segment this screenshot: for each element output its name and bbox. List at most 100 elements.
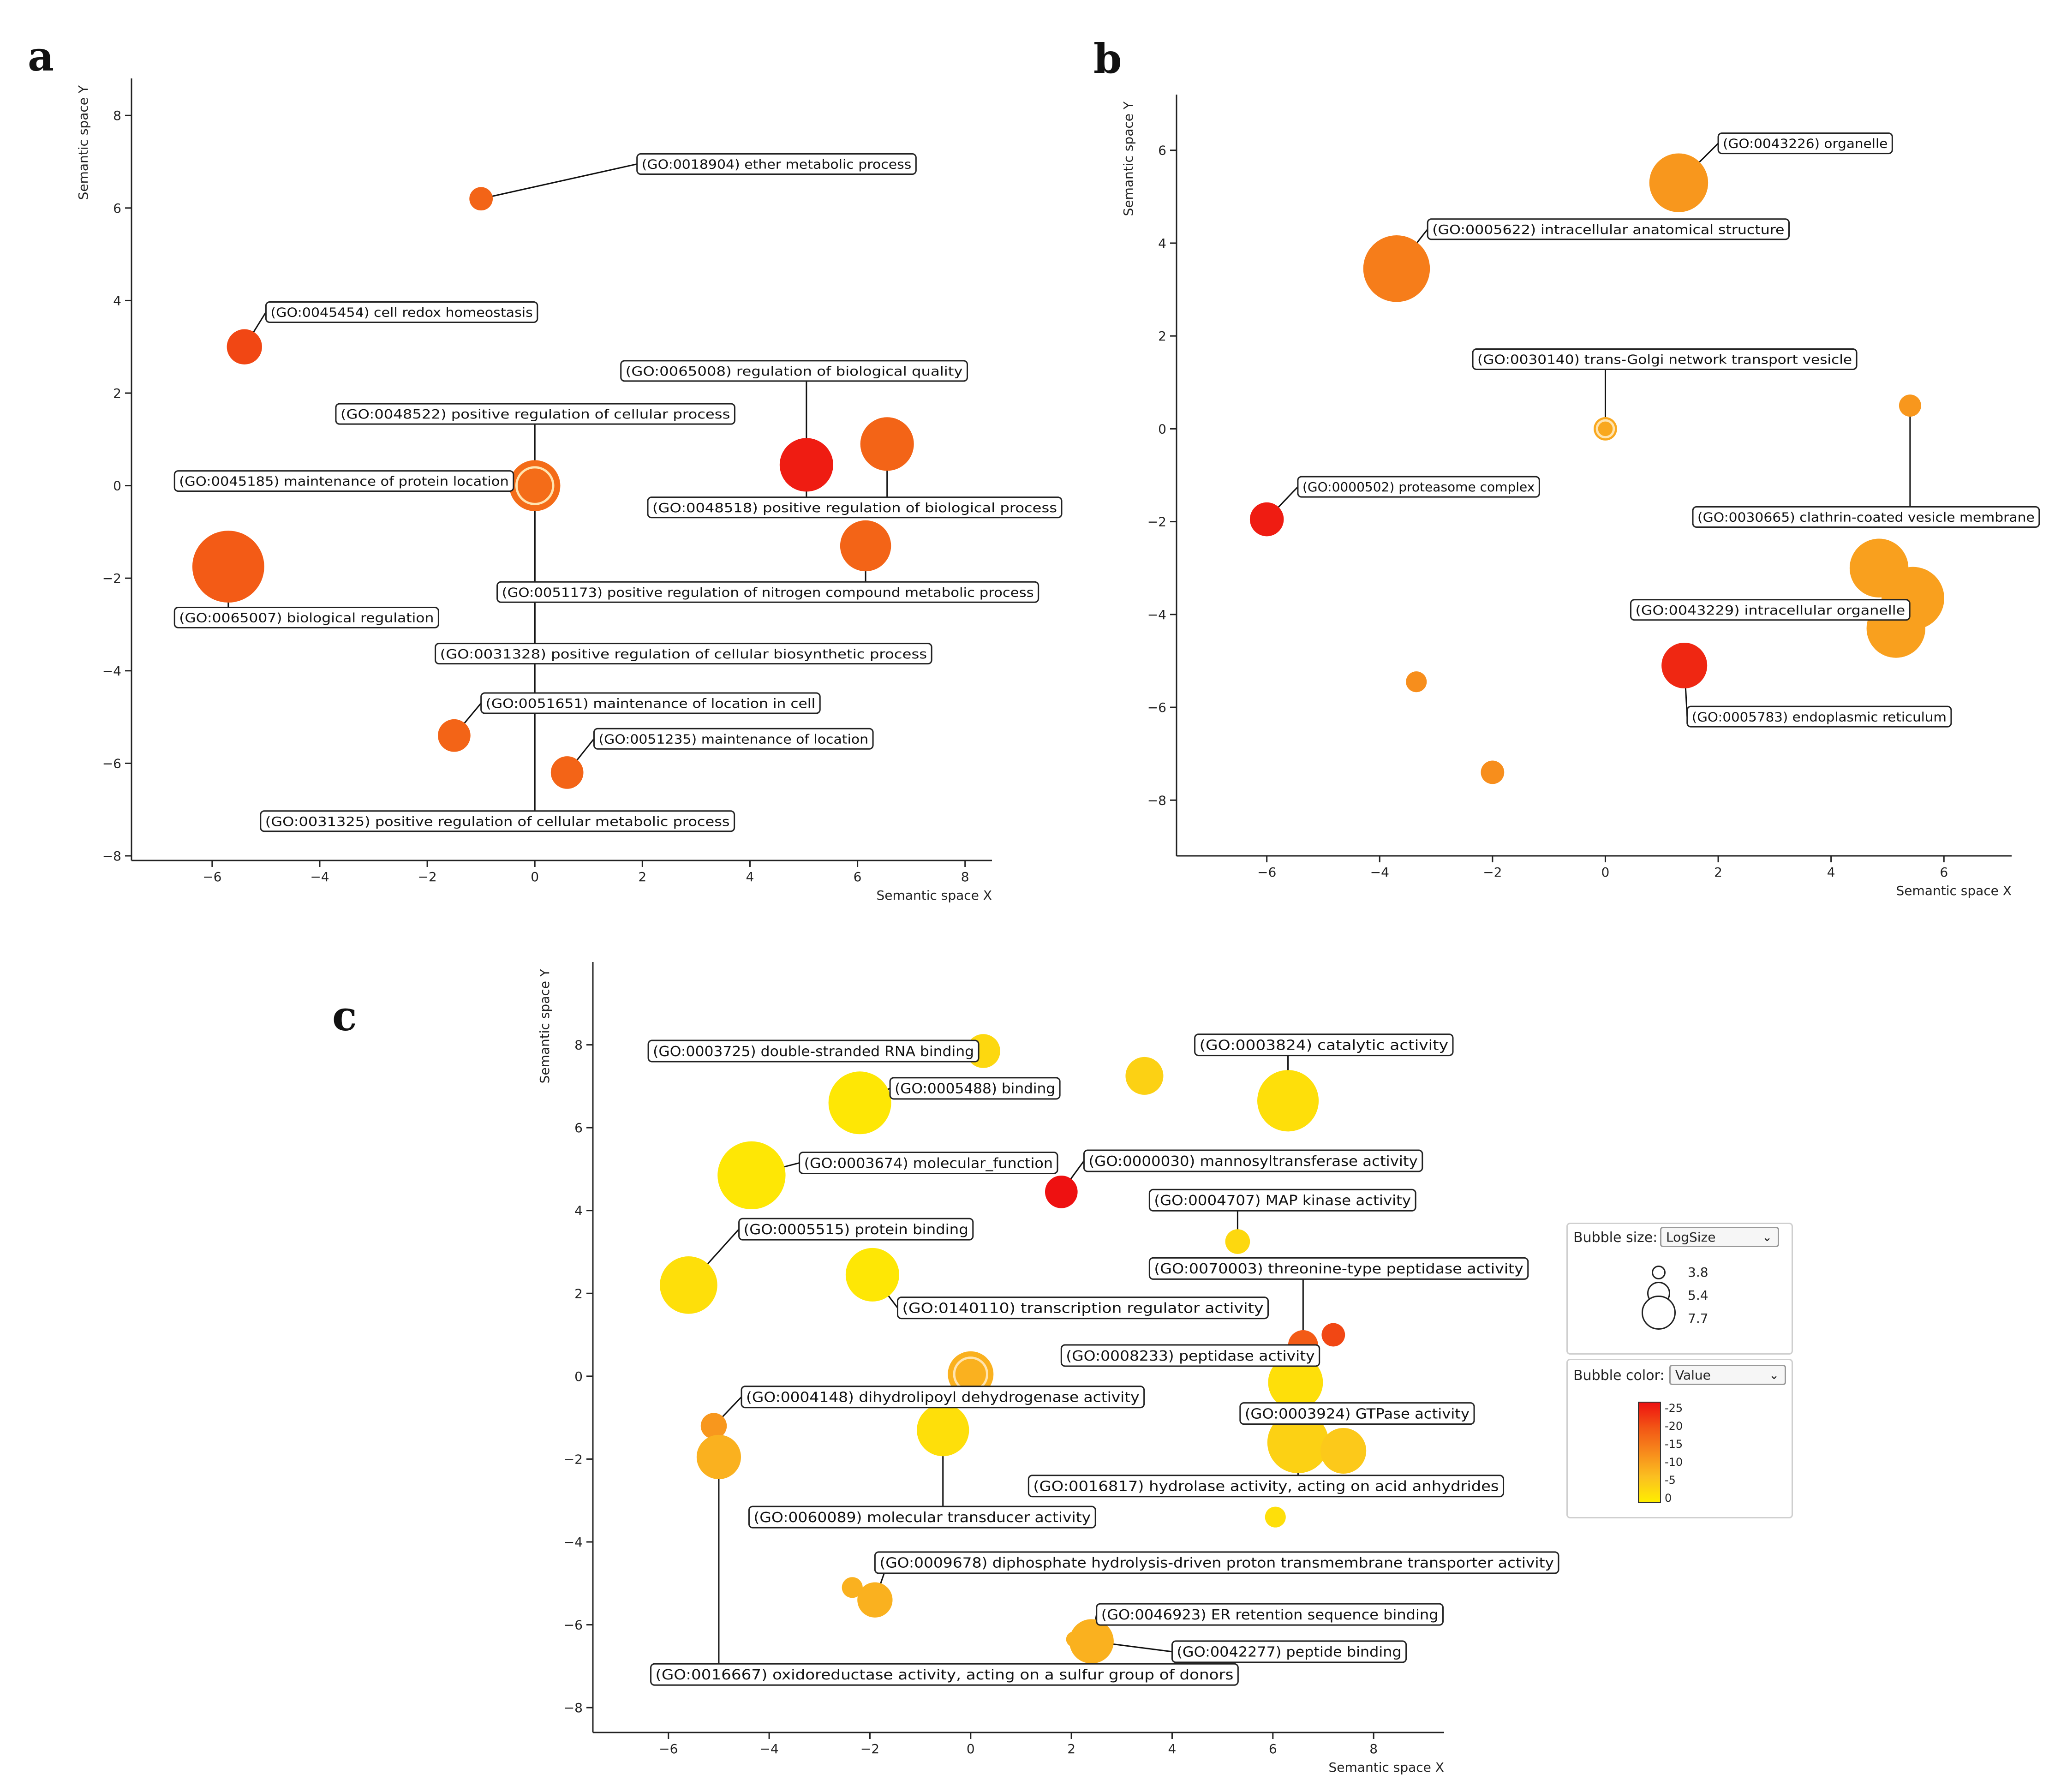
bubble-c[interactable] — [1257, 1070, 1319, 1132]
go-label-box — [1692, 506, 2040, 528]
y-axis-label-c: Semantic space Y — [537, 968, 552, 1083]
y-tick-label-a: 4 — [113, 293, 121, 308]
y-tick-label-a: 8 — [113, 108, 121, 123]
bubble-c[interactable] — [1066, 1631, 1082, 1647]
bubble-c[interactable] — [1045, 1175, 1078, 1208]
x-tick-label-c: 0 — [967, 1741, 975, 1756]
chart-c: −6 −4 −2 0 2 4 6 8 −8 −6 −4 −2 0 2 4 6 8 Semantic space X… — [537, 962, 1559, 1775]
bubble-a[interactable] — [840, 520, 891, 572]
bubble-b[interactable] — [1363, 235, 1430, 302]
go-label-box — [620, 360, 968, 382]
go-label-text: (GO:0005488) binding — [895, 1081, 1055, 1097]
go-label-box — [480, 692, 821, 714]
go-label-text: (GO:0005622) intracellular anatomical st… — [1432, 222, 1784, 237]
color-tick-0: 0 — [1665, 1492, 1672, 1505]
x-tick-label-a: −4 — [310, 869, 329, 884]
panel-letter-a: a — [28, 32, 54, 80]
color-scale-bar — [1638, 1402, 1661, 1503]
bubble-size-select[interactable]: LogSize ⌄ — [1660, 1227, 1779, 1247]
go-label-box — [1096, 1603, 1444, 1626]
bubble-b[interactable] — [1899, 394, 1921, 417]
go-label-text: (GO:0016817) hydrolase activity, acting … — [1033, 1479, 1499, 1495]
x-tick-label-b: −4 — [1370, 865, 1389, 880]
go-label-box — [173, 606, 439, 628]
bubble-c[interactable] — [842, 1577, 863, 1598]
bubble-c[interactable] — [917, 1404, 969, 1457]
y-tick-label-c: −6 — [564, 1618, 583, 1633]
x-tick-label-b: 6 — [1940, 865, 1948, 880]
y-tick-label-b: −8 — [1147, 793, 1166, 808]
go-labels-b: (GO:0043226) organelle (GO:0005622) intra… — [1297, 132, 2040, 728]
bubble-c[interactable] — [1267, 1411, 1329, 1474]
bubble-color-title: Bubble color: — [1573, 1368, 1665, 1384]
bubble-b[interactable] — [1406, 671, 1427, 693]
go-label-box — [1297, 476, 1540, 498]
go-label-box — [1083, 1149, 1423, 1172]
go-label-text: (GO:0051651) maintenance of location in … — [486, 696, 816, 711]
y-tick-label-b: 0 — [1158, 421, 1166, 436]
chart-b: −6 −4 −2 0 2 4 6 −8 −6 −4 −2 0 2 4 6 Semantic space X Se… — [1121, 95, 2040, 898]
x-tick-label-c: −2 — [860, 1741, 879, 1756]
bubble-c[interactable] — [700, 1413, 727, 1439]
color-tick-20: -20 — [1665, 1420, 1683, 1433]
go-label-box — [748, 1505, 1096, 1529]
go-label-text: (GO:0008233) peptidase activity — [1066, 1348, 1314, 1364]
bubble-c[interactable] — [1125, 1057, 1164, 1095]
y-tick-label-a: −6 — [102, 756, 121, 771]
bubble-b[interactable] — [1249, 502, 1284, 537]
x-tick-label-c: −6 — [659, 1741, 678, 1756]
x-tick-label-a: −2 — [418, 869, 436, 884]
bubble-a[interactable] — [227, 329, 262, 364]
go-label-text: (GO:0045185) maintenance of protein loca… — [179, 474, 509, 489]
x-tick-label-c: 2 — [1067, 1741, 1075, 1756]
x-tick-label-a: 0 — [531, 869, 539, 884]
go-label-text: (GO:0065007) biological regulation — [179, 610, 434, 626]
go-label-box — [435, 643, 932, 665]
bubble-a[interactable] — [469, 187, 493, 211]
x-tick-label-a: −6 — [203, 869, 221, 884]
bubble-a[interactable] — [779, 438, 833, 492]
bubble-c[interactable] — [857, 1582, 893, 1618]
go-label-text: (GO:0009678) diphosphate hydrolysis-driv… — [879, 1555, 1554, 1571]
y-tick-label-b: −2 — [1147, 514, 1166, 530]
bubble-a[interactable] — [192, 531, 264, 603]
y-tick-label-b: 6 — [1158, 143, 1166, 158]
bubble-c[interactable] — [1225, 1229, 1250, 1254]
y-tick-label-c: −2 — [564, 1452, 583, 1467]
bubble-c[interactable] — [1321, 1323, 1345, 1347]
bubble-highlight-ring-a — [515, 466, 555, 505]
bubble-c[interactable] — [1265, 1506, 1286, 1528]
go-label-box — [260, 810, 735, 832]
bubble-a[interactable] — [438, 719, 471, 752]
go-label-text: (GO:0043226) organelle — [1723, 136, 1888, 151]
bubble-c[interactable] — [1268, 1355, 1323, 1410]
go-label-box — [738, 1218, 974, 1241]
bubble-b[interactable] — [1661, 642, 1708, 689]
y-axis-label-a: Semantic space Y — [76, 85, 91, 200]
bubble-highlight-ring-b — [1595, 419, 1615, 439]
go-label-text: (GO:0042277) peptide binding — [1177, 1644, 1401, 1661]
bubble-c[interactable] — [828, 1071, 891, 1135]
go-label-box — [741, 1386, 1145, 1409]
bubble-c[interactable] — [1069, 1619, 1114, 1664]
bubble-a[interactable] — [860, 417, 914, 471]
bubble-color-select[interactable]: Value ⌄ — [1669, 1365, 1786, 1385]
bubble-a[interactable] — [550, 756, 584, 789]
go-label-text: (GO:0003824) catalytic activity — [1200, 1037, 1448, 1053]
bubble-c[interactable] — [1320, 1428, 1367, 1474]
bubble-c[interactable] — [660, 1256, 717, 1314]
go-label-box — [896, 1296, 1269, 1320]
go-label-text: (GO:0051235) maintenance of location — [598, 731, 868, 747]
go-labels-c: (GO:0003725) double-stranded RNA binding… — [647, 1033, 1559, 1686]
bubble-c[interactable] — [717, 1141, 786, 1210]
y-tick-label-a: −8 — [102, 848, 121, 864]
bubble-c[interactable] — [696, 1434, 741, 1480]
go-label-box — [647, 496, 1063, 519]
go-label-text: (GO:0060089) molecular transducer activi… — [753, 1510, 1091, 1526]
x-tick-label-a: 8 — [961, 869, 969, 884]
bubble-b[interactable] — [1481, 760, 1505, 784]
bubble-b[interactable] — [1649, 153, 1708, 212]
bubble-c[interactable] — [845, 1248, 899, 1302]
panel-letter-c: c — [332, 992, 357, 1040]
